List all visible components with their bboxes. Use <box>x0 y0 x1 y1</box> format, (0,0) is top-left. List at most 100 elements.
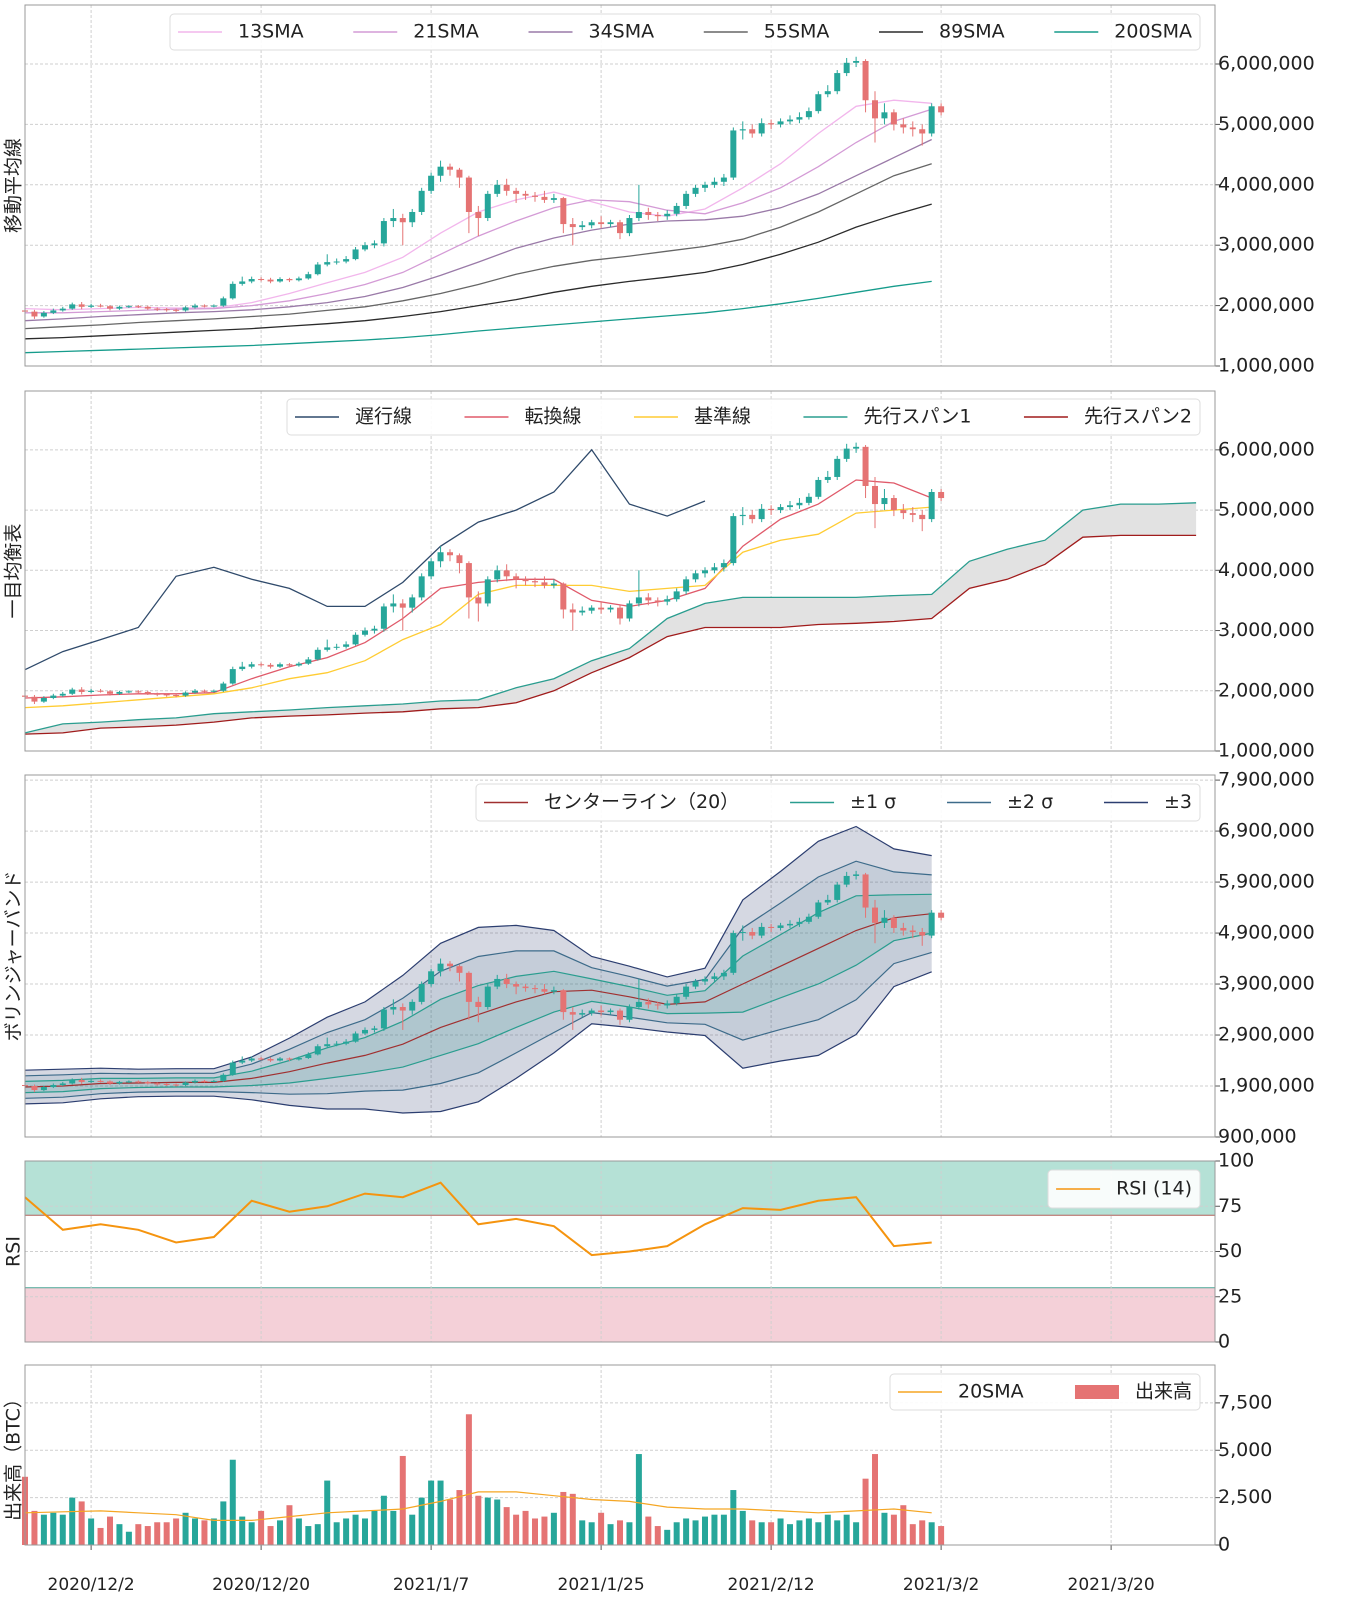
candle-body <box>447 552 453 556</box>
volume-bar <box>456 1490 463 1545</box>
band-line <box>24 893 932 1082</box>
volume-bar <box>107 1516 113 1545</box>
candle-body <box>617 222 623 234</box>
volume-bar <box>399 1455 406 1545</box>
rsi-line <box>24 1181 932 1257</box>
volume-bar <box>182 1512 189 1545</box>
candle-body <box>560 583 567 610</box>
volume-bar <box>938 1526 945 1545</box>
candle-body <box>59 1083 66 1085</box>
y-tick-label: 2,000,000 <box>1218 294 1315 316</box>
band-line <box>24 951 932 1099</box>
candle-body <box>286 1058 293 1060</box>
candle-body <box>664 213 671 217</box>
legend-swatch <box>1074 1385 1119 1399</box>
candle-body <box>333 261 340 263</box>
candle-body <box>399 1006 406 1011</box>
legend-label: 転換線 <box>524 406 581 428</box>
volume-bar <box>286 1505 293 1545</box>
y-axis-label: RSI <box>3 1236 25 1267</box>
y-tick-label: 0 <box>1218 1534 1230 1556</box>
candle-body <box>333 1043 340 1045</box>
candle-body <box>475 1001 482 1007</box>
candle-body <box>428 561 435 577</box>
y-tick-label: 900,000 <box>1218 1126 1297 1148</box>
candle-body <box>900 927 907 931</box>
x-tick-label: 2021/2/12 <box>728 1575 815 1595</box>
legend: センターライン（20） ±1 σ ±2 σ ±3 <box>475 783 1201 822</box>
candle-body <box>617 607 623 619</box>
candle-body <box>314 264 321 275</box>
candle-body <box>267 279 274 282</box>
y-tick-label: 6,900,000 <box>1218 820 1315 842</box>
volume-bar <box>919 1520 926 1545</box>
volume-bar <box>815 1522 822 1545</box>
candle-body <box>390 603 397 607</box>
legend-label: 先行スパン2 <box>1084 406 1192 428</box>
band-fill <box>25 894 932 1093</box>
candle-body <box>220 1074 227 1081</box>
volume-bar <box>248 1522 255 1545</box>
volume-bar <box>503 1507 510 1545</box>
candle-body <box>607 222 614 225</box>
candle-body <box>88 1080 95 1082</box>
candle-body <box>182 307 189 311</box>
candle-body <box>702 570 708 574</box>
volume-bar <box>135 1524 142 1545</box>
candle-body <box>787 119 793 122</box>
candle-body <box>418 984 425 1002</box>
candle-body <box>173 1084 180 1086</box>
candle-body <box>739 514 746 517</box>
band-fill <box>25 861 932 1099</box>
candle-body <box>890 917 897 928</box>
legend-label: 13SMA <box>238 21 304 43</box>
band-line <box>24 860 932 1077</box>
volume-bar <box>267 1526 274 1545</box>
candle-body <box>78 304 85 307</box>
candle-body <box>626 218 633 234</box>
candle-body <box>362 245 368 250</box>
candle-body <box>305 1054 312 1058</box>
candle-body <box>78 1079 85 1082</box>
candle-body <box>97 1080 104 1082</box>
candle-body <box>239 666 246 670</box>
candle-body <box>872 907 878 923</box>
candle-body <box>31 1086 38 1091</box>
candle-body <box>569 1012 576 1015</box>
candle-body <box>437 552 444 562</box>
candle-body <box>418 190 425 212</box>
candle-body <box>919 932 926 936</box>
candle-body <box>163 1083 170 1085</box>
candle-body <box>730 516 737 564</box>
candle-body <box>40 1087 47 1091</box>
y-tick-label: 7,500 <box>1218 1391 1272 1413</box>
volume-bar <box>484 1497 491 1545</box>
legend-box <box>475 783 1201 822</box>
volume-bar <box>617 1520 623 1545</box>
y-axis-label: ボリンジャーバンド <box>3 871 25 1042</box>
candle-body <box>768 926 775 928</box>
volume-bar <box>522 1510 529 1545</box>
candle-body <box>31 311 38 317</box>
volume-bar <box>59 1514 66 1545</box>
candle-body <box>248 1058 255 1061</box>
candle-body <box>258 1058 265 1060</box>
candle-body <box>796 117 803 120</box>
volume-bar <box>447 1499 453 1545</box>
volume-bar <box>532 1518 538 1545</box>
candle-body <box>664 1003 671 1006</box>
candle-body <box>352 634 359 645</box>
candle-body <box>428 175 435 191</box>
candle-body <box>711 567 718 571</box>
volume-bar <box>768 1522 775 1545</box>
y-tick-label: 50 <box>1218 1240 1242 1262</box>
candle-body <box>154 693 161 695</box>
sma-line <box>24 280 932 354</box>
volume-bar <box>78 1501 85 1545</box>
y-axis-label: 移動平均線 <box>3 138 25 233</box>
plot-frame <box>24 4 1216 367</box>
y-tick-label: 100 <box>1218 1150 1254 1172</box>
candle-body <box>465 972 472 1002</box>
candle-body <box>919 514 926 520</box>
candle-body <box>31 696 38 702</box>
